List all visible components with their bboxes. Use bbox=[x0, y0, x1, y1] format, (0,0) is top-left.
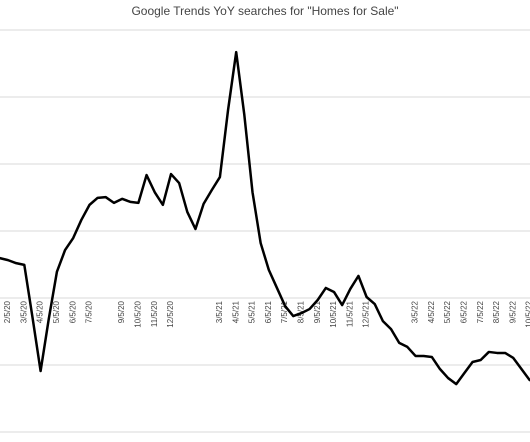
x-tick-label: 7/5/21 bbox=[280, 300, 289, 323]
x-tick-label: 2/5/20 bbox=[3, 300, 12, 323]
x-tick-label: 8/5/21 bbox=[297, 300, 306, 323]
x-tick-label: 11/5/20 bbox=[150, 300, 159, 327]
x-tick-label: 7/5/22 bbox=[476, 300, 485, 323]
x-tick-label: 7/5/20 bbox=[85, 300, 94, 323]
x-tick-label: 8/5/22 bbox=[492, 300, 501, 323]
x-tick-label: 12/5/20 bbox=[166, 300, 175, 327]
x-tick-label: 9/5/20 bbox=[117, 300, 126, 323]
x-tick-label: 11/5/21 bbox=[345, 300, 354, 327]
x-tick-label: 10/5/22 bbox=[525, 300, 530, 327]
x-tick-label: 9/5/21 bbox=[313, 300, 322, 323]
x-tick-label: 5/5/22 bbox=[443, 300, 452, 323]
chart-title: Google Trends YoY searches for "Homes fo… bbox=[131, 4, 398, 18]
x-tick-label: 4/5/21 bbox=[231, 300, 240, 323]
x-tick-label: 9/5/22 bbox=[508, 300, 517, 323]
line-series bbox=[0, 50, 530, 386]
x-tick-label: 12/5/21 bbox=[362, 300, 371, 327]
x-tick-label: 3/5/21 bbox=[215, 300, 224, 323]
x-tick-label: 5/5/21 bbox=[248, 300, 257, 323]
x-tick-label: 3/5/20 bbox=[19, 300, 28, 323]
x-tick-label: 4/5/22 bbox=[427, 300, 436, 323]
x-tick-label: 10/5/21 bbox=[329, 300, 338, 327]
x-tick-label: 4/5/20 bbox=[36, 300, 45, 323]
x-tick-label: 6/5/20 bbox=[68, 300, 77, 323]
x-tick-label: 6/5/22 bbox=[460, 300, 469, 323]
x-tick-label: 3/5/22 bbox=[411, 300, 420, 323]
x-tick-label: 6/5/21 bbox=[264, 300, 273, 323]
x-tick-label: 5/5/20 bbox=[52, 300, 61, 323]
x-tick-label: 10/5/20 bbox=[134, 300, 143, 327]
